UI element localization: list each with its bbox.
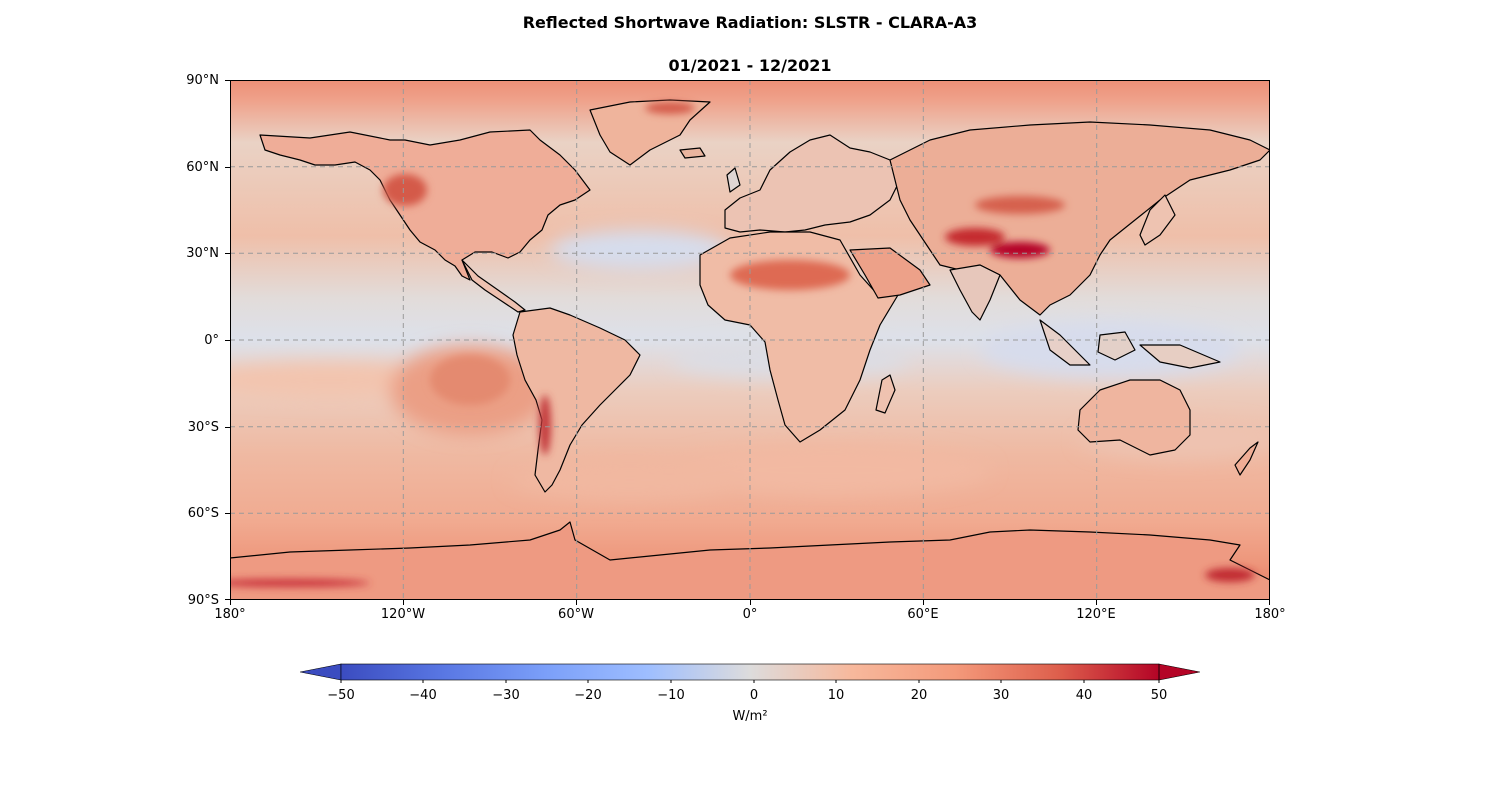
land-arabia [849, 247, 931, 299]
map-panel [230, 80, 1270, 600]
land-australia [1077, 379, 1191, 456]
colorbar-tick-label: 50 [1150, 688, 1168, 703]
colorbar-tick-label: −30 [492, 688, 520, 703]
map-svg [230, 80, 1270, 600]
colorbar-tick-label: 10 [827, 688, 845, 703]
lon-label-120e: 120°E [1076, 607, 1116, 622]
land-japan [1139, 194, 1176, 246]
colorbar-unit-label: W/m² [732, 709, 768, 724]
lat-label-90s: 90°S [187, 593, 219, 608]
lat-label-60n: 60°N [186, 160, 219, 175]
colorbar-tick-label: −50 [327, 688, 355, 703]
lon-label-180e: 180° [1254, 607, 1286, 622]
colorbar-extend-high [1158, 663, 1200, 681]
land-north-america [259, 129, 591, 281]
land-new-zealand [1234, 441, 1259, 476]
colorbar-extend-low [300, 663, 342, 681]
colorbar-tick-label: 0 [749, 688, 759, 703]
lat-label-0: 0° [204, 333, 219, 348]
gridlines [230, 80, 1270, 600]
colorbar-tick-label: −10 [657, 688, 685, 703]
lon-label-0: 0° [742, 607, 758, 622]
colorbar-tick-label: 40 [1075, 688, 1093, 703]
land-borneo [1097, 331, 1136, 361]
lat-label-30s: 30°S [187, 420, 219, 435]
lat-label-60s: 60°S [187, 506, 219, 521]
lon-label-60w: 60°W [558, 607, 594, 622]
colorbar [300, 663, 1200, 683]
lat-label-90n: 90°N [186, 73, 219, 88]
land-india [949, 264, 1001, 321]
colorbar-tick-label: −20 [574, 688, 602, 703]
colorbar-ticks [340, 680, 1160, 683]
colorbar-gradient [341, 664, 1159, 680]
land-asia [889, 121, 1270, 316]
land-iceland [679, 147, 706, 159]
land-madagascar [875, 374, 896, 414]
land-uk [726, 167, 741, 193]
lat-label-30n: 30°N [186, 246, 219, 261]
colorbar-tick-label: 20 [910, 688, 928, 703]
land-greenland [589, 99, 711, 166]
map-border [230, 80, 1270, 600]
chart-title: Reflected Shortwave Radiation: SLSTR - C… [522, 13, 978, 32]
coastlines [230, 99, 1270, 600]
land-indonesia [1039, 319, 1091, 366]
field-hotspots [230, 102, 1255, 587]
lon-label-120w: 120°W [380, 607, 426, 622]
land-central-america [461, 259, 526, 313]
lon-label-180w: 180° [214, 607, 246, 622]
colorbar-tick-label: 30 [992, 688, 1010, 703]
colorbar-tick-label: −40 [409, 688, 437, 703]
land-new-guinea [1139, 344, 1221, 369]
chart-subtitle: 01/2021 - 12/2021 [668, 56, 832, 75]
lon-label-60e: 60°E [907, 607, 939, 622]
